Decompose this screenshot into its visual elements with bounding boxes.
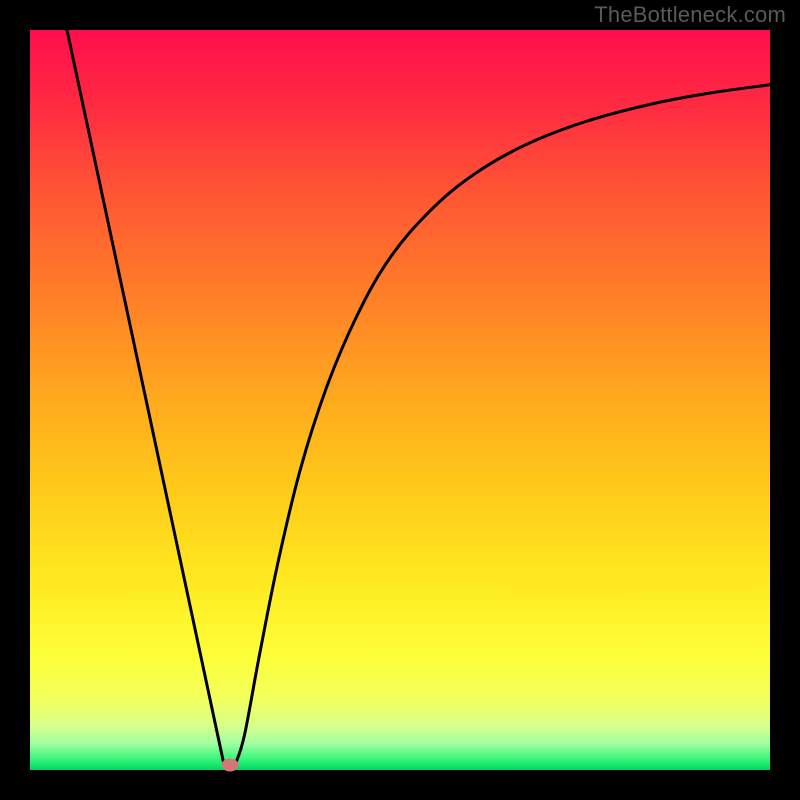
bottleneck-curve xyxy=(67,30,770,765)
vertex-marker xyxy=(221,758,238,771)
plot-area xyxy=(30,30,770,770)
watermark-text: TheBottleneck.com xyxy=(594,2,786,28)
curve-svg xyxy=(30,30,770,770)
